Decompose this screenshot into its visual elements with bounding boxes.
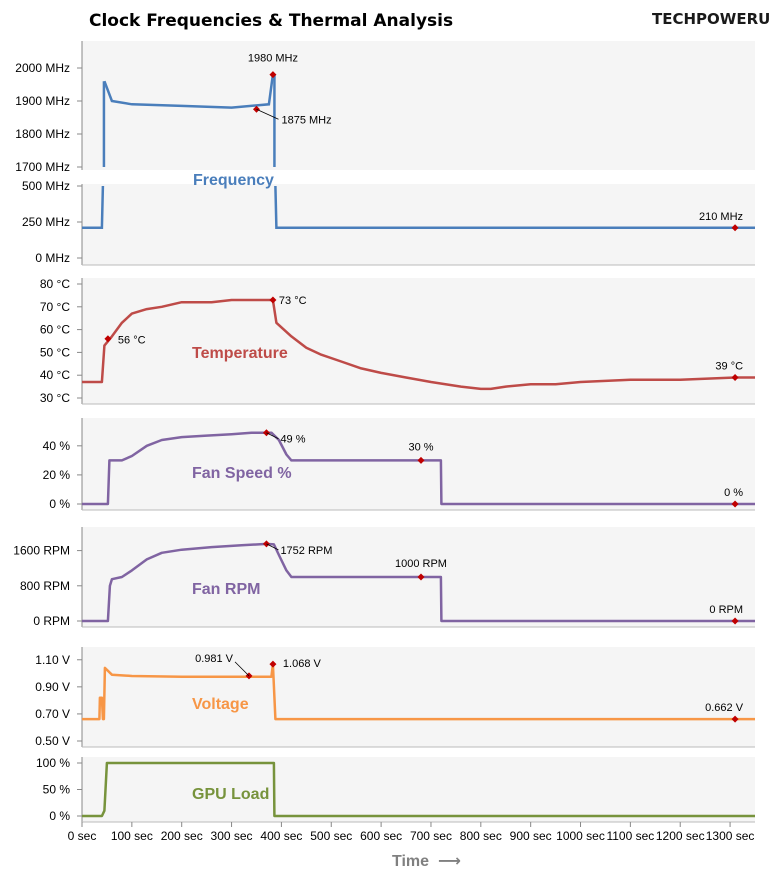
frequency-ytick-label: 250 MHz xyxy=(22,215,70,229)
techpowerup-logo: TECHPOWERUP xyxy=(652,10,769,28)
voltage-ytick-label: 1.10 V xyxy=(35,653,70,667)
voltage-plot-area xyxy=(82,647,755,747)
fan-speed-plot-area xyxy=(82,418,755,510)
voltage-annotation: 0.662 V xyxy=(705,702,744,714)
frequency-ytick-label: 1900 MHz xyxy=(15,94,70,108)
fan-speed-label: Fan Speed % xyxy=(192,465,292,482)
voltage-series-line xyxy=(82,662,755,721)
fan-speed-marker xyxy=(417,456,425,464)
voltage-marker xyxy=(731,715,739,723)
temperature-ytick-label: 80 °C xyxy=(40,277,70,291)
x-tick-label: 200 sec xyxy=(161,829,203,843)
temperature-ytick-label: 60 °C xyxy=(40,323,70,337)
x-tick-label: 500 sec xyxy=(310,829,352,843)
temperature-series-line xyxy=(82,298,755,391)
voltage-ytick-label: 0.90 V xyxy=(35,680,70,694)
frequency-plot-area xyxy=(82,41,755,265)
temperature-marker xyxy=(731,373,739,381)
gpu-load-label: GPU Load xyxy=(192,786,269,803)
fan-rpm-annotation: 1752 RPM xyxy=(280,545,332,557)
fan-speed-ytick-label: 0 % xyxy=(49,497,70,511)
frequency-leader-line xyxy=(256,108,279,120)
x-tick-label: 100 sec xyxy=(111,829,153,843)
gpu-load-ytick-label: 100 % xyxy=(36,756,70,770)
frequency-ytick-label: 500 MHz xyxy=(22,179,70,193)
temperature-marker xyxy=(269,296,277,304)
frequency-annotation: 1875 MHz xyxy=(281,114,331,126)
frequency-ytick-label: 1800 MHz xyxy=(15,127,70,141)
x-axis: 0 sec 100 sec 200 sec 300 sec 400 sec 500 sec… xyxy=(68,822,755,843)
fan-rpm-marker xyxy=(417,573,425,581)
frequency-series-line xyxy=(82,185,105,230)
temperature-marker xyxy=(104,335,112,343)
temperature-label: Temperature xyxy=(192,345,288,362)
temperature-ytick-label: 50 °C xyxy=(40,345,70,359)
frequency-marker xyxy=(269,71,277,79)
frequency-ytick-label: 2000 MHz xyxy=(15,61,70,75)
x-tick-label: 900 sec xyxy=(510,829,552,843)
temperature-annotation: 73 °C xyxy=(279,295,307,307)
temperature-ytick-label: 70 °C xyxy=(40,300,70,314)
voltage-annotation: 0.981 V xyxy=(195,653,234,665)
frequency-annotation: 1980 MHz xyxy=(248,53,298,65)
x-tick-label: 400 sec xyxy=(260,829,302,843)
x-tick-label: 1300 sec xyxy=(706,829,755,843)
fan-speed-annotation: 49 % xyxy=(280,434,305,446)
fan-speed-annotation: 30 % xyxy=(408,441,433,453)
temperature-ytick-label: 30 °C xyxy=(40,391,70,405)
chart-title: Clock Frequencies & Thermal Analysis xyxy=(89,11,453,31)
fan-rpm-ytick-label: 0 RPM xyxy=(33,614,70,628)
gpu-load-ytick-label: 0 % xyxy=(49,809,70,823)
x-tick-label: 1000 sec xyxy=(556,829,605,843)
fan-speed-annotation: 0 % xyxy=(724,487,743,499)
temperature-annotation: 56 °C xyxy=(118,335,146,347)
fan-rpm-leader-line xyxy=(266,543,279,551)
x-axis-label: Time xyxy=(392,853,429,870)
temperature-plot-area xyxy=(82,278,755,404)
fan-speed-series-line xyxy=(82,431,755,506)
frequency-marker xyxy=(731,224,739,232)
panels: 1700 MHz 1800 MHz 1900 MHz 2000 MHz 0 MHz 250… xyxy=(13,41,757,823)
fan-rpm-series-line xyxy=(82,542,755,623)
fan-speed-ytick-label: 40 % xyxy=(43,439,71,453)
voltage-marker xyxy=(269,660,277,668)
frequency-annotation: 210 MHz xyxy=(699,211,743,223)
x-tick-label: 700 sec xyxy=(410,829,452,843)
frequency-ytick-label: 0 MHz xyxy=(35,251,70,265)
voltage-ytick-label: 0.70 V xyxy=(35,707,70,721)
x-tick-label: 600 sec xyxy=(360,829,402,843)
fan-rpm-annotation: 1000 RPM xyxy=(395,558,447,570)
voltage-label: Voltage xyxy=(192,696,249,713)
temperature-annotation: 39 °C xyxy=(715,360,743,372)
frequency-ytick-label: 1700 MHz xyxy=(15,160,70,174)
gpu-load-plot-area xyxy=(82,757,755,822)
fan-speed-ytick-label: 20 % xyxy=(43,468,71,482)
fan-speed-leader-line xyxy=(266,432,279,440)
fan-rpm-ytick-label: 800 RPM xyxy=(20,579,70,593)
frequency-label: Frequency xyxy=(193,172,274,189)
voltage-ytick-label: 0.50 V xyxy=(35,734,70,748)
logo-text: TECHPOWERUP xyxy=(652,10,769,28)
voltage-annotation: 1.068 V xyxy=(283,658,322,670)
fan-rpm-ytick-label: 1600 RPM xyxy=(13,544,70,558)
x-tick-label: 1200 sec xyxy=(656,829,705,843)
temperature-ytick-label: 40 °C xyxy=(40,368,70,382)
x-tick-label: 800 sec xyxy=(460,829,502,843)
fan-rpm-marker xyxy=(731,617,739,625)
fan-rpm-label: Fan RPM xyxy=(192,581,260,598)
x-axis-arrow: ⟶ xyxy=(438,853,461,870)
voltage-leader-line xyxy=(234,661,250,677)
fan-rpm-annotation: 0 RPM xyxy=(709,604,743,616)
frequency-series-line xyxy=(274,185,755,230)
fan-speed-marker xyxy=(731,500,739,508)
x-tick-label: 1100 sec xyxy=(606,829,654,843)
gpu-load-series-line xyxy=(82,761,755,818)
x-tick-label: 0 sec xyxy=(68,829,97,843)
frequency-series-line xyxy=(103,74,275,109)
frequency-axis-break xyxy=(76,170,757,184)
x-tick-label: 300 sec xyxy=(211,829,253,843)
gpu-load-ytick-label: 50 % xyxy=(43,783,71,797)
